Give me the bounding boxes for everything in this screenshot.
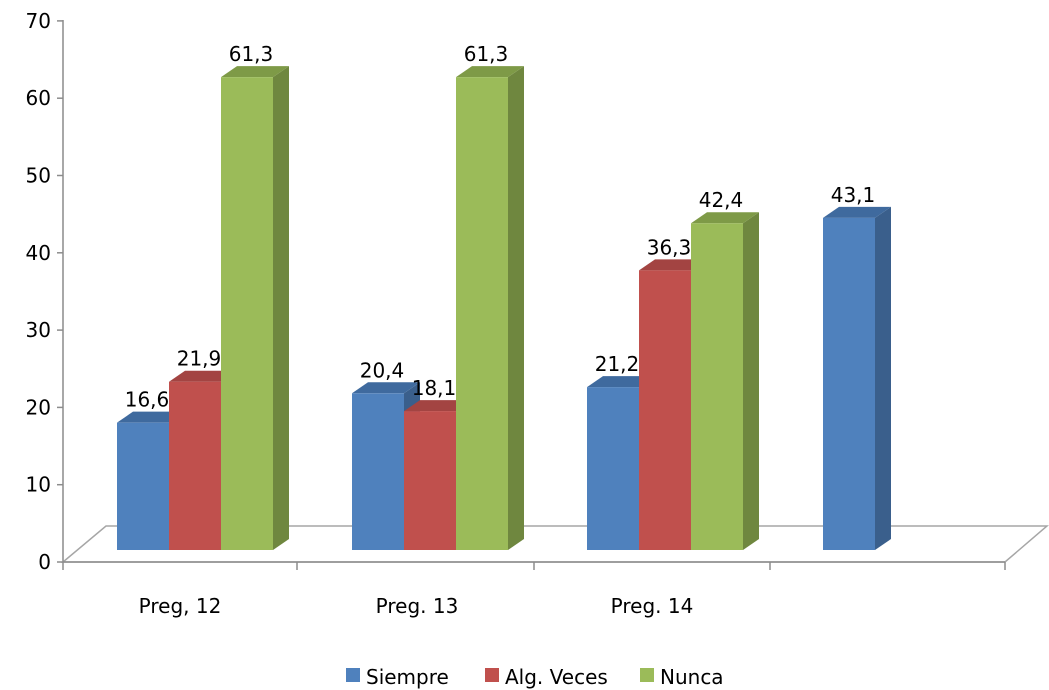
y-tick-label: 10 [26, 473, 51, 497]
bar-side [508, 66, 524, 550]
x-category-label: Preg. 14 [611, 594, 694, 618]
y-tick-label: 0 [38, 550, 51, 574]
bar-top [404, 400, 472, 412]
bar-top [691, 212, 759, 224]
legend-label: Nunca [660, 665, 724, 689]
data-label: 18,1 [412, 376, 457, 400]
bar [456, 66, 524, 550]
bar-front [221, 77, 273, 550]
bar-front [456, 77, 508, 550]
y-tick-label: 40 [26, 241, 51, 265]
legend-label: Alg. Veces [505, 665, 608, 689]
legend-item: Siempre [346, 665, 449, 689]
legend-swatch [346, 668, 360, 682]
bar-front [404, 411, 456, 550]
data-label: 21,2 [595, 352, 640, 376]
bar-side [743, 212, 759, 551]
bar-top [352, 382, 420, 394]
bar-top [221, 66, 289, 78]
data-label: 42,4 [699, 188, 744, 212]
y-tick-label: 50 [26, 164, 51, 188]
data-label: 21,9 [177, 347, 222, 371]
bar-front [587, 387, 639, 550]
bar-side [273, 66, 289, 550]
bar-front [169, 381, 221, 550]
bar-front [691, 223, 743, 551]
legend-label: Siempre [366, 665, 449, 689]
bar [823, 206, 891, 550]
y-tick-label: 60 [26, 86, 51, 110]
bar-side [875, 206, 891, 550]
data-label: 61,3 [229, 42, 274, 66]
bar-top [117, 411, 185, 423]
data-label: 61,3 [464, 42, 509, 66]
y-tick-label: 70 [26, 9, 51, 33]
bar [221, 66, 289, 550]
data-label: 36,3 [647, 235, 692, 259]
bar-top [456, 66, 524, 78]
bar-front [823, 217, 875, 550]
y-tick-label: 30 [26, 318, 51, 342]
legend-swatch [640, 668, 654, 682]
legend-item: Nunca [640, 665, 724, 689]
data-label: 16,6 [125, 388, 170, 412]
bar-front [352, 393, 404, 550]
data-label: 20,4 [360, 358, 405, 382]
y-tick-label: 20 [26, 395, 51, 419]
bar [691, 212, 759, 551]
bar-top [823, 206, 891, 218]
legend-swatch [485, 668, 499, 682]
x-category-label: Preg, 12 [139, 594, 222, 618]
legend-item: Alg. Veces [485, 665, 608, 689]
data-label: 43,1 [831, 183, 876, 207]
bar-top [169, 370, 237, 382]
bar-top [587, 376, 655, 388]
x-category-label: Preg. 13 [376, 594, 459, 618]
bar-top [639, 259, 707, 271]
bar-front [639, 270, 691, 550]
bar-front [117, 422, 169, 550]
